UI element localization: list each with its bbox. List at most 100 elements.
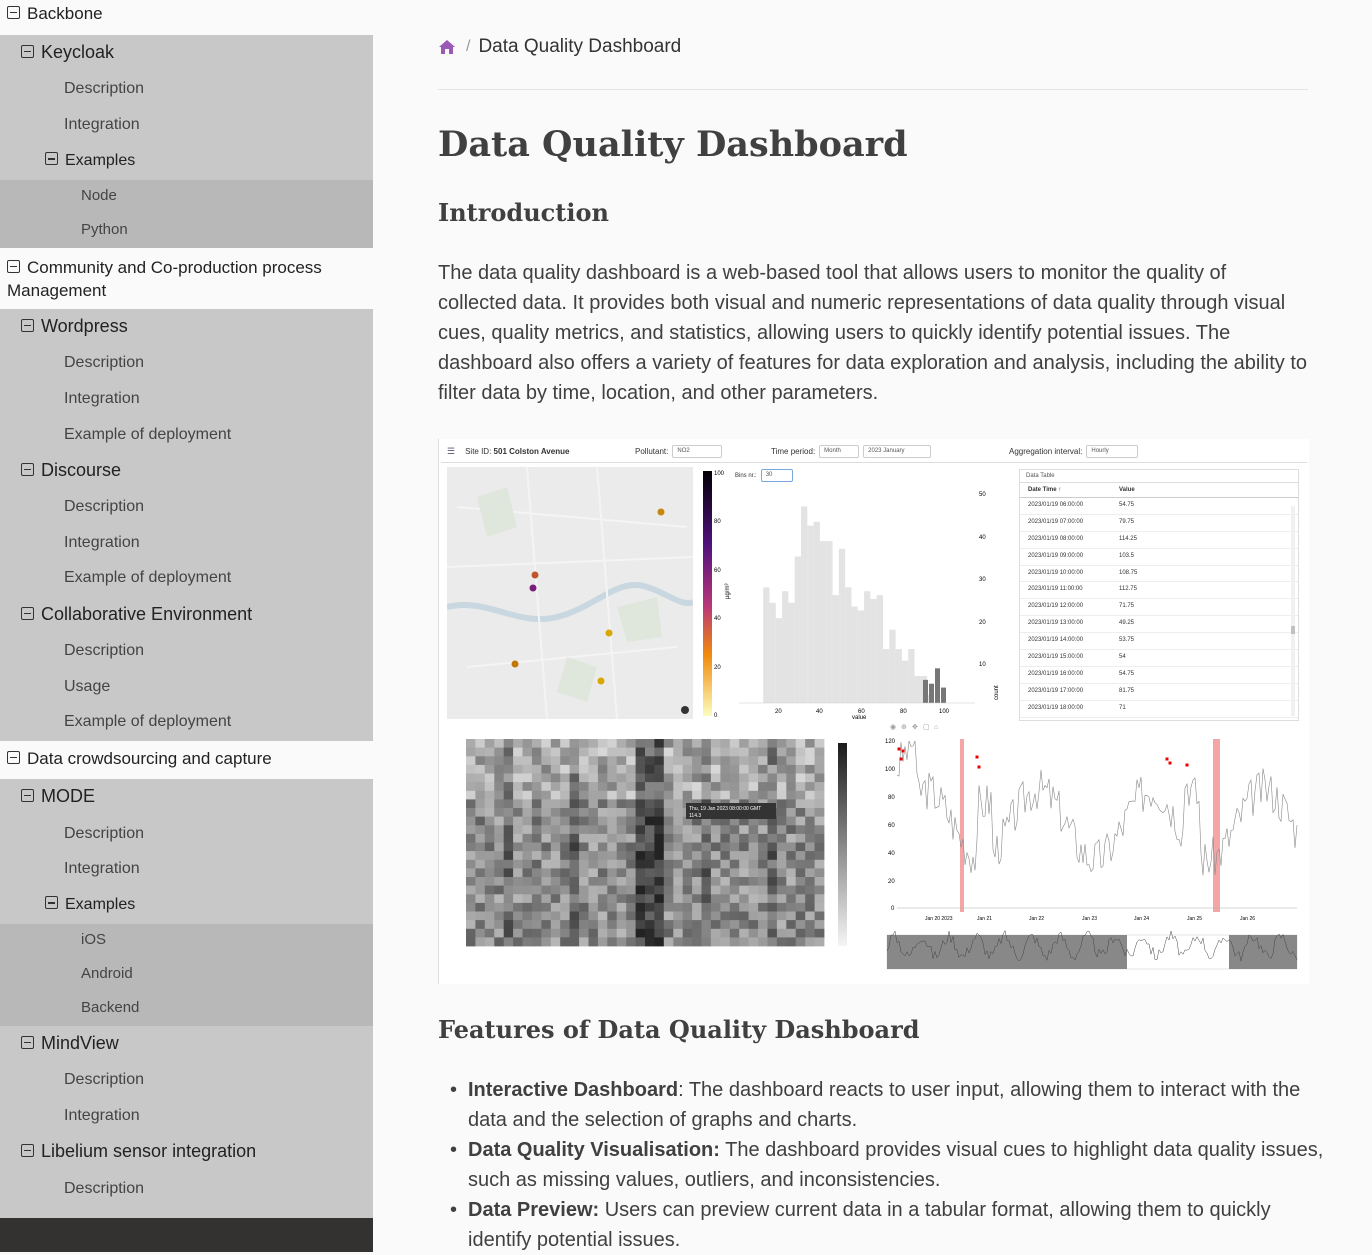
heatmap-cell[interactable]: [673, 859, 684, 869]
heatmap-cell[interactable]: [673, 842, 684, 852]
heatmap-cell[interactable]: [673, 747, 684, 757]
heatmap-cell[interactable]: [560, 799, 570, 809]
heatmap-cell[interactable]: [795, 833, 806, 843]
heatmap-cell[interactable]: [503, 816, 514, 826]
heatmap-cell[interactable]: [635, 773, 646, 783]
heatmap-cell[interactable]: [484, 911, 495, 921]
heatmap-cell[interactable]: [663, 851, 674, 861]
heatmap-cell[interactable]: [767, 782, 778, 792]
histogram-bar[interactable]: [895, 649, 902, 703]
heatmap-cell[interactable]: [776, 868, 787, 878]
heatmap-cell[interactable]: [805, 816, 815, 826]
heatmap-cell[interactable]: [710, 885, 721, 895]
heatmap-cell[interactable]: [466, 782, 476, 792]
heatmap-cell[interactable]: [805, 756, 815, 766]
heatmap-cell[interactable]: [776, 902, 787, 912]
sidebar-item-wordpress[interactable]: Wordpress: [21, 316, 373, 337]
heatmap-cell[interactable]: [597, 816, 608, 826]
heatmap-cell[interactable]: [560, 782, 570, 792]
heatmap-cell[interactable]: [541, 911, 552, 921]
heatmap-cell[interactable]: [682, 739, 693, 748]
heatmap-cell[interactable]: [597, 894, 608, 904]
heatmap-cell[interactable]: [663, 782, 674, 792]
heatmap-cell[interactable]: [729, 859, 740, 869]
heatmap-cell[interactable]: [673, 877, 684, 886]
heatmap-cell[interactable]: [626, 833, 636, 843]
heatmap-cell[interactable]: [484, 756, 495, 766]
heatmap-cell[interactable]: [513, 859, 523, 869]
heatmap-cell[interactable]: [673, 851, 684, 861]
heatmap-cell[interactable]: [569, 790, 580, 800]
histogram-bar[interactable]: [914, 676, 921, 703]
heatmap-cell[interactable]: [767, 920, 778, 930]
heatmap-cell[interactable]: [805, 911, 815, 921]
heatmap-cell[interactable]: [616, 877, 627, 886]
heatmap-cell[interactable]: [682, 773, 693, 783]
heatmap-cell[interactable]: [767, 859, 778, 869]
heatmap-cell[interactable]: [729, 842, 740, 852]
heatmap-cell[interactable]: [701, 842, 712, 852]
heatmap-cell[interactable]: [805, 842, 815, 852]
heatmap-cell[interactable]: [645, 902, 655, 912]
heatmap-cell[interactable]: [814, 782, 825, 792]
heatmap-cell[interactable]: [588, 877, 599, 886]
heatmap-cell[interactable]: [692, 902, 702, 912]
heatmap-cell[interactable]: [579, 911, 589, 921]
heatmap-cell[interactable]: [513, 773, 523, 783]
heatmap-cell[interactable]: [758, 885, 768, 895]
heatmap-cell[interactable]: [710, 902, 721, 912]
heatmap-cell[interactable]: [710, 825, 721, 835]
heatmap-cell[interactable]: [776, 756, 787, 766]
heatmap-cell[interactable]: [767, 739, 778, 748]
heatmap-cell[interactable]: [739, 902, 749, 912]
heatmap-cell[interactable]: [776, 808, 787, 817]
heatmap-cell[interactable]: [814, 808, 825, 817]
heatmap-cell[interactable]: [484, 920, 495, 930]
heatmap-cell[interactable]: [579, 859, 589, 869]
heatmap-cell[interactable]: [767, 902, 778, 912]
heatmap-cell[interactable]: [795, 790, 806, 800]
heatmap-cell[interactable]: [550, 756, 561, 766]
heatmap-cell[interactable]: [513, 885, 523, 895]
heatmap-cell[interactable]: [739, 920, 749, 930]
heatmap-cell[interactable]: [466, 937, 476, 947]
heatmap-cell[interactable]: [786, 790, 797, 800]
heatmap-cell[interactable]: [569, 877, 580, 886]
heatmap-cell[interactable]: [729, 816, 740, 826]
heatmap-cell[interactable]: [616, 937, 627, 947]
time-period-select[interactable]: Month: [819, 444, 860, 458]
heatmap-cell[interactable]: [645, 911, 655, 921]
heatmap-cell[interactable]: [588, 920, 599, 930]
heatmap-cell[interactable]: [805, 773, 815, 783]
heatmap-cell[interactable]: [522, 825, 533, 835]
heatmap-cell[interactable]: [475, 756, 486, 766]
heatmap-cell[interactable]: [692, 747, 702, 757]
heatmap-cell[interactable]: [531, 833, 542, 843]
heatmap-cell[interactable]: [588, 842, 599, 852]
heatmap-cell[interactable]: [767, 885, 778, 895]
heatmap-cell[interactable]: [503, 756, 514, 766]
heatmap-cell[interactable]: [550, 799, 561, 809]
heatmap-cell[interactable]: [758, 877, 768, 886]
table-row[interactable]: 2023/01/19 13:00:00 49.25: [1020, 616, 1298, 634]
collapse-icon[interactable]: [7, 6, 20, 20]
heatmap-cell[interactable]: [645, 790, 655, 800]
heatmap-cell[interactable]: [541, 739, 552, 748]
heatmap-cell[interactable]: [767, 756, 778, 766]
heatmap-cell[interactable]: [597, 851, 608, 861]
heatmap-cell[interactable]: [588, 773, 599, 783]
heatmap-cell[interactable]: [531, 902, 542, 912]
heatmap-cell[interactable]: [795, 756, 806, 766]
sidebar-item-mode-ios[interactable]: iOS: [81, 931, 373, 948]
heatmap-cell[interactable]: [645, 808, 655, 817]
heatmap-cell[interactable]: [484, 782, 495, 792]
heatmap-cell[interactable]: [616, 859, 627, 869]
heatmap-cell[interactable]: [767, 911, 778, 921]
table-row[interactable]: 2023/01/19 15:00:00 54: [1020, 650, 1298, 667]
heatmap-cell[interactable]: [626, 799, 636, 809]
heatmap-cell[interactable]: [805, 851, 815, 861]
heatmap-cell[interactable]: [626, 739, 636, 748]
heatmap-cell[interactable]: [607, 894, 618, 904]
heatmap-cell[interactable]: [673, 833, 684, 843]
collapse-icon[interactable]: [21, 318, 34, 332]
